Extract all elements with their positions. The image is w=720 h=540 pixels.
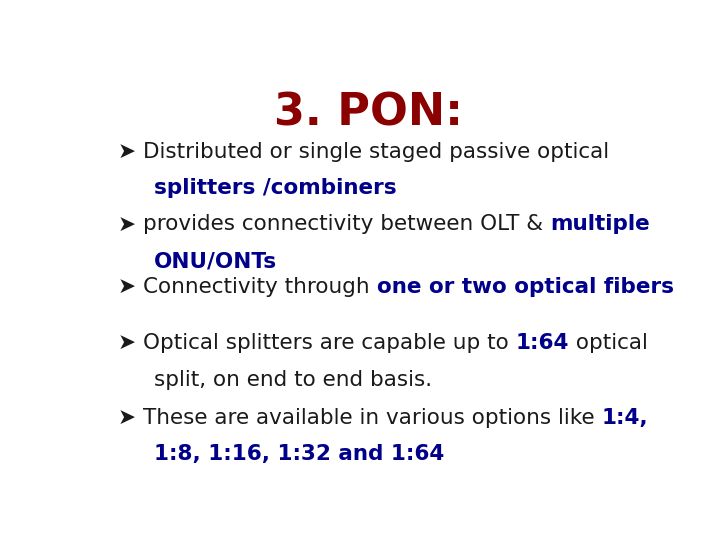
- Text: Connectivity through: Connectivity through: [143, 277, 377, 297]
- Text: split, on end to end basis.: split, on end to end basis.: [154, 369, 432, 389]
- Text: ➤: ➤: [118, 333, 136, 353]
- Text: Distributed or single staged passive optical: Distributed or single staged passive opt…: [143, 141, 609, 161]
- Text: ONU/ONTs: ONU/ONTs: [154, 251, 277, 271]
- Text: splitters /combiners: splitters /combiners: [154, 178, 397, 198]
- Text: multiple: multiple: [550, 214, 649, 234]
- Text: 3. PON:: 3. PON:: [274, 92, 464, 135]
- Text: ➤: ➤: [118, 214, 136, 234]
- Text: 1:64: 1:64: [516, 333, 569, 353]
- Text: Optical splitters are capable up to: Optical splitters are capable up to: [143, 333, 516, 353]
- Text: These are available in various options like: These are available in various options l…: [143, 408, 601, 428]
- Text: ➤: ➤: [118, 277, 136, 297]
- Text: provides connectivity between OLT &: provides connectivity between OLT &: [143, 214, 550, 234]
- Text: ➤: ➤: [118, 408, 136, 428]
- Text: ➤: ➤: [118, 141, 136, 161]
- Text: one or two optical fibers: one or two optical fibers: [377, 277, 673, 297]
- Text: 1:8, 1:16, 1:32 and 1:64: 1:8, 1:16, 1:32 and 1:64: [154, 444, 444, 464]
- Text: optical: optical: [569, 333, 648, 353]
- Text: 1:4,: 1:4,: [601, 408, 648, 428]
